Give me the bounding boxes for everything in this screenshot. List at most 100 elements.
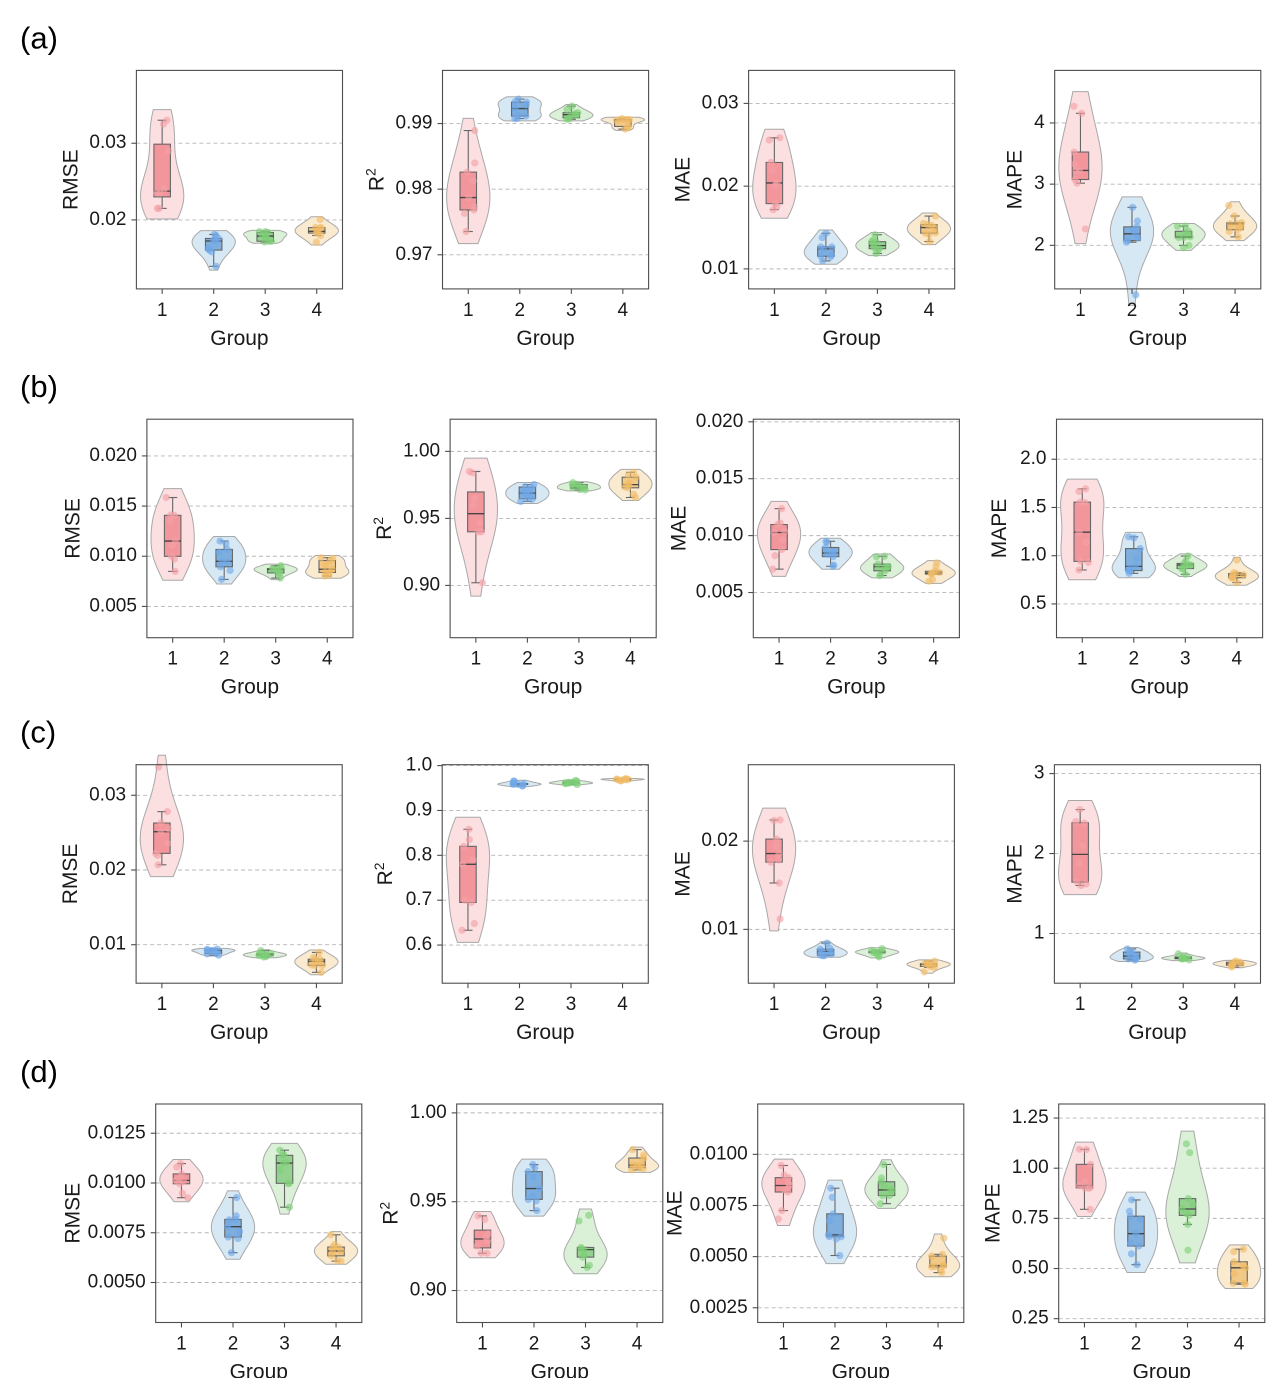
svg-text:2: 2 — [514, 994, 525, 1015]
svg-text:1: 1 — [167, 649, 178, 670]
svg-text:0.0100: 0.0100 — [88, 1172, 146, 1193]
svg-text:1: 1 — [463, 994, 474, 1015]
svg-text:R2: R2 — [363, 168, 389, 191]
svg-text:Group: Group — [832, 1361, 890, 1378]
svg-text:1: 1 — [1034, 923, 1045, 944]
svg-text:1: 1 — [477, 1334, 488, 1355]
svg-text:3: 3 — [1178, 300, 1189, 321]
svg-text:0.95: 0.95 — [410, 1191, 447, 1212]
svg-text:1: 1 — [769, 994, 780, 1015]
svg-text:4: 4 — [1229, 994, 1240, 1015]
svg-text:0.005: 0.005 — [89, 595, 137, 616]
svg-text:2: 2 — [219, 649, 230, 670]
svg-text:0.7: 0.7 — [406, 889, 432, 910]
svg-text:(c): (c) — [20, 715, 56, 750]
svg-text:0.95: 0.95 — [403, 507, 440, 528]
svg-text:Group: Group — [221, 676, 279, 699]
svg-text:0.6: 0.6 — [406, 934, 432, 955]
svg-text:1: 1 — [774, 649, 785, 670]
svg-text:2: 2 — [1126, 994, 1137, 1015]
svg-text:4: 4 — [923, 994, 934, 1015]
svg-text:1: 1 — [778, 1334, 789, 1355]
svg-text:3: 3 — [566, 300, 577, 321]
svg-text:4: 4 — [618, 300, 629, 321]
svg-text:Group: Group — [1128, 1021, 1186, 1044]
svg-text:1.0: 1.0 — [1020, 545, 1046, 566]
svg-text:0.8: 0.8 — [406, 844, 432, 865]
svg-text:0.99: 0.99 — [396, 113, 433, 134]
svg-text:1.0: 1.0 — [406, 755, 432, 776]
svg-text:0.01: 0.01 — [702, 258, 739, 279]
svg-text:2: 2 — [208, 300, 219, 321]
svg-text:Group: Group — [1133, 1361, 1191, 1378]
svg-text:RMSE: RMSE — [61, 1183, 84, 1244]
svg-text:4: 4 — [625, 649, 636, 670]
svg-text:1: 1 — [1077, 649, 1088, 670]
svg-text:1: 1 — [769, 300, 780, 321]
svg-text:1: 1 — [1075, 300, 1086, 321]
svg-text:0.0075: 0.0075 — [690, 1194, 748, 1215]
svg-text:3: 3 — [574, 649, 585, 670]
svg-text:Group: Group — [531, 1361, 589, 1378]
svg-text:3: 3 — [1034, 763, 1045, 784]
svg-text:3: 3 — [270, 649, 281, 670]
svg-text:Group: Group — [210, 1021, 268, 1044]
svg-text:0.0050: 0.0050 — [690, 1246, 748, 1267]
svg-text:1: 1 — [157, 994, 168, 1015]
svg-text:Group: Group — [827, 676, 885, 699]
svg-text:0.5: 0.5 — [1020, 593, 1046, 614]
svg-text:0.0025: 0.0025 — [690, 1297, 748, 1318]
svg-text:3: 3 — [872, 300, 883, 321]
svg-text:4: 4 — [1232, 649, 1243, 670]
svg-text:MAE: MAE — [668, 506, 691, 552]
svg-text:0.015: 0.015 — [696, 468, 744, 489]
svg-text:1.00: 1.00 — [403, 440, 440, 461]
svg-text:0.98: 0.98 — [396, 178, 433, 199]
svg-text:0.03: 0.03 — [702, 92, 739, 113]
svg-text:MAE: MAE — [672, 157, 695, 203]
svg-text:1: 1 — [471, 649, 482, 670]
svg-text:2: 2 — [522, 649, 533, 670]
svg-text:RMSE: RMSE — [61, 498, 84, 559]
svg-text:4: 4 — [1234, 1334, 1245, 1355]
svg-text:Group: Group — [1130, 676, 1188, 699]
svg-text:MAPE: MAPE — [982, 1183, 1005, 1243]
svg-text:3: 3 — [260, 994, 271, 1015]
svg-text:2: 2 — [1131, 1334, 1142, 1355]
svg-text:4: 4 — [311, 300, 322, 321]
svg-text:0.0100: 0.0100 — [690, 1143, 748, 1164]
svg-text:Group: Group — [230, 1361, 288, 1378]
svg-text:1: 1 — [1075, 994, 1086, 1015]
svg-text:3: 3 — [260, 300, 271, 321]
svg-text:4: 4 — [331, 1334, 342, 1355]
svg-text:Group: Group — [524, 676, 582, 699]
svg-text:MAPE: MAPE — [1004, 150, 1027, 210]
svg-text:1: 1 — [176, 1334, 187, 1355]
svg-text:2: 2 — [529, 1334, 540, 1355]
svg-text:0.25: 0.25 — [1012, 1308, 1049, 1329]
svg-text:3: 3 — [1034, 173, 1045, 194]
svg-text:2: 2 — [825, 649, 836, 670]
svg-text:0.02: 0.02 — [702, 175, 739, 196]
svg-text:4: 4 — [928, 649, 939, 670]
svg-text:3: 3 — [877, 649, 888, 670]
svg-text:MAPE: MAPE — [988, 499, 1011, 559]
svg-text:(a): (a) — [20, 20, 58, 55]
svg-text:3: 3 — [881, 1334, 892, 1355]
svg-text:MAE: MAE — [671, 851, 694, 897]
svg-text:2: 2 — [820, 994, 831, 1015]
svg-text:0.9: 0.9 — [406, 799, 432, 820]
svg-text:Group: Group — [210, 327, 268, 350]
svg-text:Group: Group — [822, 327, 880, 350]
svg-text:3: 3 — [1178, 994, 1189, 1015]
svg-text:4: 4 — [1034, 112, 1045, 133]
svg-text:2: 2 — [830, 1334, 841, 1355]
svg-text:0.02: 0.02 — [701, 830, 738, 851]
svg-text:Group: Group — [1129, 327, 1187, 350]
svg-text:2.0: 2.0 — [1020, 448, 1046, 469]
svg-text:0.90: 0.90 — [403, 574, 440, 595]
svg-text:R2: R2 — [377, 1202, 403, 1225]
svg-text:RMSE: RMSE — [59, 149, 82, 210]
svg-text:R2: R2 — [371, 862, 397, 885]
svg-text:0.75: 0.75 — [1012, 1207, 1049, 1228]
